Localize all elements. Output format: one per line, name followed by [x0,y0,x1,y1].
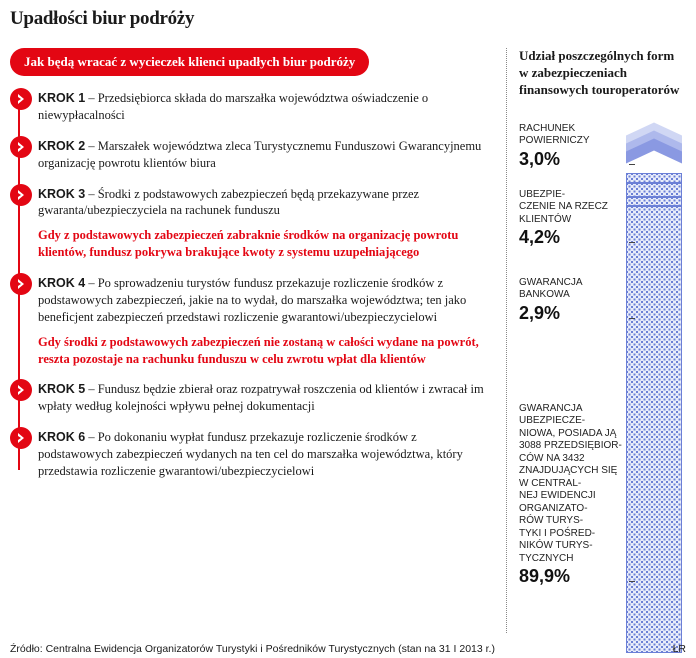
step-body: KROK 2 – Marszałek województwa zleca Tur… [38,138,490,172]
leader-line [629,318,635,319]
step: KROK 1 – Przedsiębiorca składa do marsza… [38,90,496,124]
share-label: GWARANCJA BANKOWA [519,277,627,302]
step-body: KROK 4 – Po sprowadzeniu turystów fundus… [38,275,490,326]
source-row: Źródło: Centralna Ewidencja Organizatoró… [0,643,696,655]
steps-list: KROK 1 – Przedsiębiorca składa do marsza… [10,90,496,480]
step-text: – Środki z podstawowych zabezpieczeń będ… [38,187,419,218]
share-label: UBEZPIE- CZENIE NA RZECZ KLIENTÓW [519,189,627,227]
step-note: Gdy z podstawowych zabezpieczeń zabrakni… [38,227,490,261]
share-value: 3,0% [519,149,627,170]
chart-segment [626,197,682,206]
step: KROK 6 – Po dokonaniu wypłat fundusz prz… [38,429,496,480]
content-container: Jak będą wracać z wycieczek klienci upad… [0,40,696,633]
step-text: – Po dokonaniu wypłat fundusz przekazuje… [38,430,463,478]
chart-pillar [626,143,682,623]
step-label: KROK 6 [38,430,85,444]
step: KROK 2 – Marszałek województwa zleca Tur… [38,138,496,172]
step-label: KROK 3 [38,187,85,201]
chart-segment [626,206,682,653]
chevron-icon [626,145,682,157]
banner: Jak będą wracać z wycieczek klienci upad… [10,48,369,76]
share-item: RACHUNEK POWIERNICZY3,0% [519,123,627,170]
share-item: GWARANCJA BANKOWA2,9% [519,277,627,324]
chart-title: Udział poszczególnych form w zabezpiecze… [519,48,686,99]
credit-text: ŁR [673,643,686,655]
step: KROK 4 – Po sprowadzeniu turystów fundus… [38,275,496,367]
step: KROK 5 – Fundusz będzie zbierał oraz roz… [38,381,496,415]
step: KROK 3 – Środki z podstawowych zabezpiec… [38,186,496,262]
step-label: KROK 1 [38,91,85,105]
arrow-icon [10,273,32,295]
chart-segment [626,173,682,183]
step-body: KROK 1 – Przedsiębiorca składa do marsza… [38,90,490,124]
share-chart: RACHUNEK POWIERNICZY3,0% UBEZPIE- CZENIE … [519,113,686,633]
chart-segment [626,183,682,197]
step-body: KROK 6 – Po dokonaniu wypłat fundusz prz… [38,429,490,480]
source-text: Źródło: Centralna Ewidencja Organizatoró… [10,643,495,655]
step-label: KROK 2 [38,139,85,153]
arrow-icon [10,427,32,449]
share-value: 2,9% [519,303,627,324]
arrow-icon [10,88,32,110]
arrow-icon [10,184,32,206]
step-text: – Marszałek województwa zleca Turystyczn… [38,139,481,170]
share-label: GWARANCJA UBEZPIECZE- NIOWA, POSIADA JĄ … [519,403,627,566]
step-body: KROK 5 – Fundusz będzie zbierał oraz roz… [38,381,490,415]
arrow-icon [10,379,32,401]
step-body: KROK 3 – Środki z podstawowych zabezpiec… [38,186,490,220]
chart-column: Udział poszczególnych form w zabezpiecze… [506,48,686,633]
step-label: KROK 4 [38,276,85,290]
arrow-icon [10,136,32,158]
step-label: KROK 5 [38,382,85,396]
step-note: Gdy środki z podstawowych zabezpieczeń n… [38,334,490,368]
chevron-stack [626,129,682,153]
leader-line [629,242,635,243]
share-value: 4,2% [519,227,627,248]
share-item: UBEZPIE- CZENIE NA RZECZ KLIENTÓW4,2% [519,189,627,249]
step-text: – Po sprowadzeniu turystów fundusz przek… [38,276,466,324]
leader-line [629,581,635,582]
share-value: 89,9% [519,566,627,587]
step-text: – Przedsiębiorca składa do marszałka woj… [38,91,428,122]
step-text: – Fundusz będzie zbierał oraz rozpatrywa… [38,382,484,413]
share-label: RACHUNEK POWIERNICZY [519,123,627,148]
page-title: Upadłości biur podróży [0,0,696,30]
leader-line [629,164,635,165]
steps-column: Jak będą wracać z wycieczek klienci upad… [10,48,496,633]
share-item: GWARANCJA UBEZPIECZE- NIOWA, POSIADA JĄ … [519,403,627,588]
